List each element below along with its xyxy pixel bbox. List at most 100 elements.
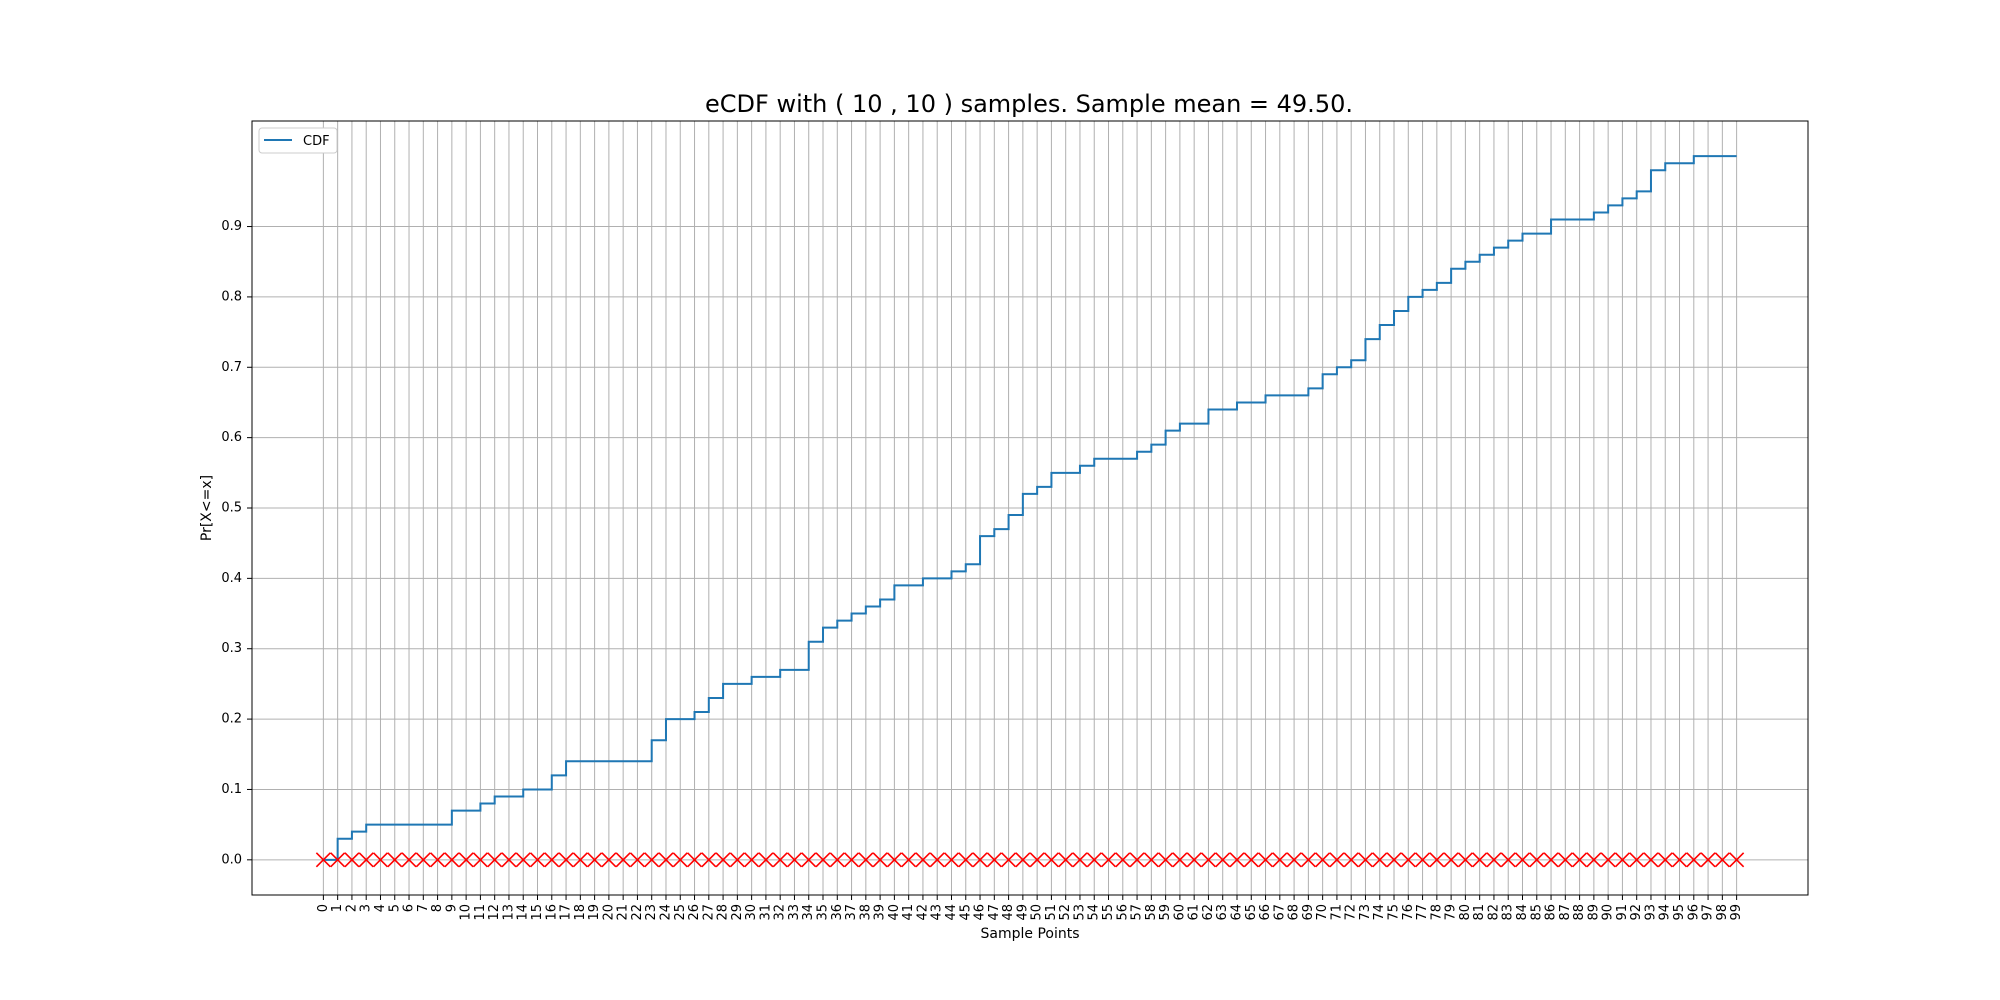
x-tick-label: 45 bbox=[958, 904, 973, 921]
sample-marker bbox=[1572, 852, 1588, 868]
sample-marker bbox=[1257, 852, 1274, 868]
x-tick-label: 7 bbox=[416, 904, 431, 912]
x-tick-label: 94 bbox=[1658, 904, 1673, 921]
sample-marker bbox=[758, 852, 774, 868]
sample-marker bbox=[1686, 852, 1702, 868]
x-tick-label: 95 bbox=[1672, 904, 1687, 921]
sample-marker bbox=[372, 852, 389, 868]
sample-marker bbox=[1329, 852, 1345, 868]
x-tick-label: 81 bbox=[1472, 904, 1487, 921]
sample-marker bbox=[1043, 852, 1059, 868]
sample-marker bbox=[972, 852, 988, 868]
x-tick-label: 80 bbox=[1458, 904, 1473, 921]
x-tick-label: 67 bbox=[1272, 904, 1287, 921]
x-tick-label: 89 bbox=[1586, 904, 1601, 921]
sample-marker bbox=[544, 852, 560, 868]
sample-marker bbox=[929, 852, 945, 868]
sample-marker bbox=[401, 852, 417, 868]
x-tick-label: 30 bbox=[744, 904, 759, 921]
sample-marker bbox=[1001, 852, 1017, 868]
x-tick-label: 23 bbox=[644, 904, 659, 921]
x-tick-label: 44 bbox=[944, 904, 959, 921]
x-tick-label: 58 bbox=[1144, 904, 1159, 921]
x-tick-label: 64 bbox=[1229, 904, 1244, 921]
legend-entry-cdf: CDF bbox=[303, 134, 330, 149]
sample-marker bbox=[1514, 852, 1531, 868]
sample-marker bbox=[1200, 852, 1217, 868]
x-tick-label: 2 bbox=[344, 904, 359, 912]
x-tick-label: 39 bbox=[873, 904, 888, 921]
x-tick-label: 50 bbox=[1030, 904, 1045, 921]
x-tick-label: 73 bbox=[1358, 904, 1373, 921]
sample-marker bbox=[558, 852, 574, 868]
sample-marker bbox=[958, 852, 974, 868]
x-tick-label: 18 bbox=[573, 904, 588, 921]
sample-marker bbox=[1472, 852, 1488, 868]
x-tick-label: 70 bbox=[1315, 904, 1330, 921]
sample-marker bbox=[315, 852, 331, 868]
x-tick-label: 99 bbox=[1729, 904, 1744, 921]
x-tick-label: 78 bbox=[1429, 904, 1444, 921]
x-tick-label: 88 bbox=[1572, 904, 1587, 921]
y-tick-label: 0.9 bbox=[221, 219, 242, 234]
sample-marker bbox=[1614, 852, 1630, 868]
x-tick-label: 41 bbox=[901, 904, 916, 921]
grid-lines bbox=[252, 121, 1808, 895]
x-tick-label: 5 bbox=[387, 904, 402, 912]
x-tick-label: 90 bbox=[1601, 904, 1616, 921]
sample-marker bbox=[1600, 852, 1616, 868]
x-tick-label: 4 bbox=[373, 904, 388, 912]
y-tick-label: 0.6 bbox=[221, 430, 242, 445]
sample-marker bbox=[358, 852, 374, 868]
sample-marker bbox=[458, 852, 474, 868]
sample-marker bbox=[1500, 852, 1516, 868]
x-tick-label: 35 bbox=[816, 904, 831, 921]
sample-marker bbox=[1729, 852, 1745, 868]
x-tick-label: 38 bbox=[858, 904, 873, 921]
x-tick-label: 84 bbox=[1515, 904, 1530, 921]
sample-marker bbox=[1143, 852, 1159, 868]
sample-marker bbox=[1457, 852, 1473, 868]
sample-marker bbox=[701, 852, 717, 868]
sample-marker bbox=[744, 852, 760, 868]
sample-marker bbox=[1372, 852, 1388, 868]
sample-marker bbox=[1015, 852, 1031, 868]
x-tick-label: 43 bbox=[930, 904, 945, 921]
x-tick-label: 12 bbox=[487, 904, 502, 921]
sample-marker bbox=[1215, 852, 1231, 868]
x-tick-label: 34 bbox=[801, 904, 816, 921]
x-tick-label: 10 bbox=[459, 904, 474, 921]
sample-marker bbox=[1400, 852, 1416, 868]
y-tick-label: 0.3 bbox=[221, 641, 242, 656]
sample-marker bbox=[444, 852, 460, 868]
x-tick-label: 66 bbox=[1258, 904, 1273, 921]
x-tick-label: 92 bbox=[1629, 904, 1644, 921]
x-tick-label: 36 bbox=[830, 904, 845, 921]
x-tick-label: 6 bbox=[402, 904, 417, 912]
x-tick-label: 47 bbox=[987, 904, 1002, 921]
legend-box bbox=[258, 127, 338, 154]
x-tick-label: 86 bbox=[1544, 904, 1559, 921]
sample-marker bbox=[1272, 852, 1288, 868]
x-tick-label: 63 bbox=[1215, 904, 1230, 921]
x-tick-label: 13 bbox=[501, 904, 516, 921]
x-tick-label: 51 bbox=[1044, 904, 1059, 921]
sample-marker bbox=[1557, 852, 1573, 868]
sample-marker bbox=[1629, 852, 1645, 868]
legend: CDF bbox=[258, 127, 338, 154]
sample-marker bbox=[901, 852, 917, 868]
sample-marker bbox=[858, 852, 874, 868]
x-tick-label: 19 bbox=[587, 904, 602, 921]
sample-marker bbox=[786, 852, 803, 868]
x-tick-label: 16 bbox=[544, 904, 559, 921]
sample-marker bbox=[1657, 852, 1673, 868]
sample-marker bbox=[430, 852, 446, 868]
x-tick-label: 14 bbox=[516, 904, 531, 921]
sample-marker bbox=[1343, 852, 1359, 868]
sample-marker bbox=[1714, 852, 1730, 868]
x-tick-label: 40 bbox=[887, 904, 902, 921]
x-tick-label: 15 bbox=[530, 904, 545, 921]
x-tick-label: 8 bbox=[430, 904, 445, 912]
sample-marker bbox=[572, 852, 588, 868]
sample-marker bbox=[815, 852, 831, 868]
